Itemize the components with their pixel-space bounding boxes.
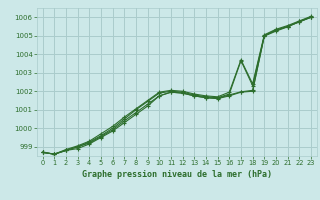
X-axis label: Graphe pression niveau de la mer (hPa): Graphe pression niveau de la mer (hPa) bbox=[82, 170, 272, 179]
